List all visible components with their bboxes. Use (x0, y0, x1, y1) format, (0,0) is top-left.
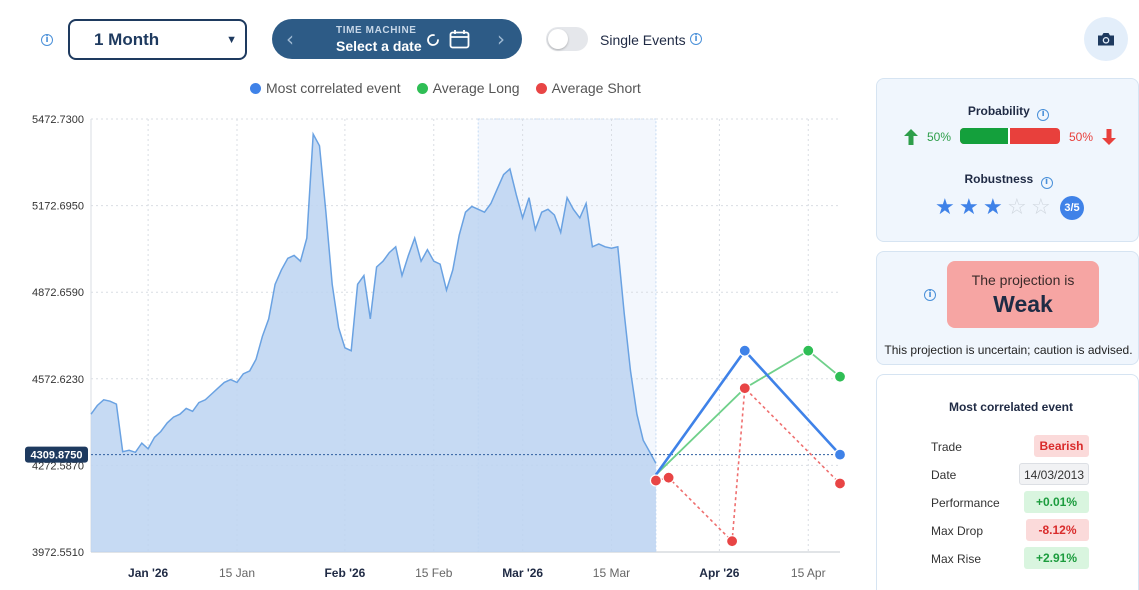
projection-strength-box: The projection is Weak (947, 261, 1099, 328)
event-row-label: Date (931, 468, 957, 482)
period-select-value: 1 Month (94, 29, 160, 49)
average-short-point (725, 535, 739, 548)
legend-dot (535, 82, 547, 94)
average-long-point (833, 370, 847, 383)
x-tick-label: 15 Apr (791, 566, 826, 580)
info-icon[interactable]: i (1040, 176, 1053, 189)
most-correlated-point (833, 448, 847, 461)
probability-panel: Probability i 50% 50% Robustness i ★ ★ ★ ☆ ☆… (876, 78, 1139, 242)
legend-label: Average Short (551, 80, 641, 96)
event-title: Most correlated event (948, 400, 1074, 414)
average-short-point (662, 471, 675, 484)
chevron-down-icon: ▼ (226, 33, 237, 46)
info-icon[interactable]: i (41, 34, 53, 46)
event-trade-value: Bearish (1034, 435, 1089, 457)
x-tick-label: 15 Jan (219, 566, 255, 580)
arrow-up-icon (904, 129, 918, 145)
price-line (90, 131, 657, 464)
arrow-down-icon (1102, 129, 1116, 145)
event-row-label: Max Rise (931, 552, 982, 566)
robustness-badge: 3/5 (1060, 196, 1084, 220)
event-date-value: 14/03/2013 (1019, 463, 1089, 485)
legend-item-most-correlated[interactable]: Most correlated event (250, 80, 401, 96)
most-correlated-point (738, 344, 751, 357)
projection-panel: i The projection is Weak This projection… (876, 251, 1139, 365)
projection-caption: This projection is uncertain; caution is… (884, 343, 1133, 357)
time-machine-date[interactable]: Select a date (336, 38, 422, 54)
probability-down-value: 50% (1069, 130, 1094, 144)
probability-bar (960, 128, 1060, 144)
calendar-icon[interactable] (449, 29, 470, 49)
event-panel: Most correlated event Trade Bearish Date… (876, 374, 1139, 590)
projection-prefix: The projection is (971, 272, 1075, 288)
average-long-point (802, 344, 815, 357)
time-machine[interactable]: ‹ TIME MACHINE Select a date › (272, 19, 522, 59)
event-row-label: Max Drop (931, 524, 984, 538)
event-performance-value: +0.01% (1024, 491, 1089, 513)
star-empty-icon: ☆ (1031, 195, 1051, 220)
chevron-right-icon[interactable]: › (497, 27, 505, 51)
average-short-point (649, 474, 663, 487)
current-value-label: 4309.8750 (31, 450, 83, 462)
camera-icon (1098, 33, 1114, 46)
toggle-knob (548, 29, 568, 49)
price-area (91, 134, 656, 552)
average-long-line (655, 349, 841, 476)
event-max-rise-value: +2.91% (1024, 547, 1089, 569)
event-max-drop-value: -8.12% (1026, 519, 1089, 541)
price-chart[interactable]: 5472.7300 5172.6950 4872.6590 4572.6230 4272… (0, 0, 870, 590)
average-short-point (738, 382, 751, 395)
info-icon[interactable]: i (690, 33, 702, 45)
x-tick-label: Feb '26 (324, 566, 365, 580)
probability-up-fill (960, 128, 1010, 144)
legend-item-average-long[interactable]: Average Long (416, 80, 520, 96)
most-correlated-line (654, 348, 841, 476)
probability-up-value: 50% (927, 130, 952, 144)
y-tick-label: 3972.5510 (32, 547, 84, 559)
robustness-title: Robustness (964, 172, 1034, 186)
star-empty-icon: ☆ (1007, 195, 1027, 220)
x-tick-label: Apr '26 (699, 566, 740, 580)
single-events-label: Single Events (600, 32, 686, 48)
star-filled-icon: ★ (959, 195, 979, 220)
info-icon[interactable]: i (924, 289, 936, 301)
info-icon[interactable]: i (1037, 108, 1050, 121)
star-filled-icon: ★ (983, 195, 1003, 220)
x-tick-label: 15 Mar (593, 566, 630, 580)
chevron-left-icon[interactable]: ‹ (286, 27, 294, 51)
probability-title: Probability (967, 104, 1030, 118)
x-tick-label: Mar '26 (502, 566, 543, 580)
legend-label: Most correlated event (266, 80, 401, 96)
y-tick-label: 4272.5870 (32, 460, 84, 472)
time-machine-caption: TIME MACHINE (336, 25, 417, 36)
projection-strength: Weak (993, 291, 1053, 317)
star-filled-icon: ★ (935, 195, 955, 220)
robustness-heading: Robustness i (877, 172, 1139, 189)
probability-heading: Probability i (877, 104, 1139, 121)
chart-legend: Most correlated event Average Long Avera… (250, 80, 641, 96)
event-row-label: Performance (931, 496, 1000, 510)
y-tick-label: 4572.6230 (32, 374, 84, 386)
period-select[interactable]: 1 Month ▼ (68, 19, 247, 60)
x-tick-label: 15 Feb (415, 566, 453, 580)
x-tick-label: Jan '26 (128, 566, 169, 580)
y-tick-label: 5172.6950 (32, 201, 84, 213)
average-short-line (655, 386, 841, 543)
average-short-point (833, 477, 847, 490)
legend-dot (416, 82, 428, 94)
legend-dot (250, 82, 261, 94)
legend-label: Average Long (432, 80, 520, 96)
current-value-badge (25, 446, 88, 463)
screenshot-button[interactable] (1084, 17, 1128, 61)
single-events-toggle[interactable] (546, 27, 588, 51)
y-tick-label: 5472.7300 (32, 114, 84, 126)
event-row-label: Trade (931, 440, 962, 454)
y-tick-label: 4872.6590 (32, 287, 84, 299)
reset-icon[interactable] (425, 32, 441, 48)
legend-item-average-short[interactable]: Average Short (535, 80, 641, 96)
